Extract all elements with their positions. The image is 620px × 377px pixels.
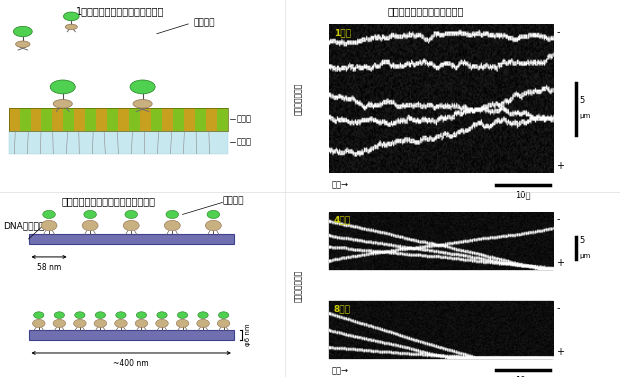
Circle shape (95, 312, 105, 319)
Text: +: + (556, 258, 564, 268)
Bar (53, 108, 63, 131)
Text: 5: 5 (580, 236, 585, 245)
Bar (42, 108, 53, 131)
Text: ~400 nm: ~400 nm (113, 359, 149, 368)
Text: 微小管上の変位: 微小管上の変位 (294, 83, 303, 115)
Bar (151, 108, 162, 131)
Text: -: - (556, 303, 560, 313)
Circle shape (33, 312, 44, 319)
Bar (9, 108, 228, 131)
Text: 複数分子のダイニン複合体の再構成: 複数分子のダイニン複合体の再構成 (61, 196, 156, 206)
Text: 微小管: 微小管 (237, 115, 252, 124)
Text: μm: μm (580, 253, 591, 259)
Ellipse shape (50, 80, 75, 94)
Ellipse shape (16, 41, 30, 48)
Ellipse shape (14, 26, 32, 37)
Circle shape (116, 312, 126, 319)
Bar (329, 213, 553, 270)
Circle shape (32, 319, 45, 328)
Circle shape (164, 220, 180, 231)
Bar (9, 131, 228, 154)
Text: 58 nm: 58 nm (37, 264, 61, 273)
Text: -: - (556, 27, 560, 37)
Bar (29, 234, 234, 244)
Circle shape (136, 312, 146, 319)
Circle shape (218, 312, 229, 319)
Ellipse shape (63, 12, 79, 21)
Circle shape (156, 319, 168, 328)
Circle shape (43, 210, 55, 219)
Text: -: - (556, 215, 560, 224)
Circle shape (177, 312, 188, 319)
Text: 運動の様子を表すキモグラフ: 運動の様子を表すキモグラフ (388, 6, 464, 16)
Text: ダイニン: ダイニン (223, 196, 244, 205)
Ellipse shape (133, 100, 152, 108)
Bar (329, 25, 553, 173)
Bar (329, 301, 553, 359)
Bar (130, 108, 140, 131)
Bar (63, 108, 74, 131)
Circle shape (135, 319, 148, 328)
Bar (118, 108, 130, 131)
Circle shape (74, 319, 86, 328)
Circle shape (207, 210, 219, 219)
Circle shape (84, 210, 96, 219)
Bar (217, 108, 228, 131)
Text: μm: μm (580, 113, 591, 120)
Text: 10秒: 10秒 (515, 190, 531, 199)
Text: 5: 5 (580, 97, 585, 106)
Text: 1分子: 1分子 (334, 28, 351, 37)
Ellipse shape (130, 80, 155, 94)
Circle shape (166, 210, 179, 219)
Circle shape (94, 319, 107, 328)
Bar (206, 108, 217, 131)
Bar (86, 108, 96, 131)
Text: 4分子: 4分子 (334, 215, 351, 224)
Circle shape (198, 312, 208, 319)
Circle shape (75, 312, 85, 319)
Circle shape (53, 319, 66, 328)
Text: 微小管上の変位: 微小管上の変位 (294, 270, 303, 302)
Text: 時間→: 時間→ (332, 181, 349, 190)
Bar (29, 330, 234, 340)
Bar (140, 108, 151, 131)
Text: ダイニン: ダイニン (194, 18, 215, 28)
Ellipse shape (53, 100, 73, 108)
Circle shape (205, 220, 221, 231)
Text: DNAオリガミ: DNAオリガミ (3, 221, 44, 230)
Circle shape (125, 210, 138, 219)
Circle shape (54, 312, 64, 319)
Bar (30, 108, 42, 131)
Bar (107, 108, 118, 131)
Circle shape (82, 220, 98, 231)
Bar (96, 108, 107, 131)
Bar (195, 108, 206, 131)
Circle shape (197, 319, 210, 328)
Text: 時間→: 時間→ (332, 366, 349, 375)
Bar (184, 108, 195, 131)
Text: +: + (556, 161, 564, 171)
Bar (9, 108, 20, 131)
Text: 1分子のダイニンの運動の模式図: 1分子のダイニンの運動の模式図 (76, 6, 164, 16)
Text: 10秒: 10秒 (515, 375, 531, 377)
Circle shape (41, 220, 57, 231)
Circle shape (115, 319, 127, 328)
Text: +: + (556, 347, 564, 357)
Bar (20, 108, 30, 131)
Circle shape (123, 220, 139, 231)
Text: φ6 nm: φ6 nm (246, 324, 251, 346)
Text: 8分子: 8分子 (334, 304, 351, 313)
Bar (74, 108, 86, 131)
Text: ガラス: ガラス (237, 138, 252, 147)
Bar (173, 108, 184, 131)
Bar (162, 108, 173, 131)
Circle shape (157, 312, 167, 319)
Circle shape (176, 319, 189, 328)
Ellipse shape (65, 24, 78, 30)
Circle shape (218, 319, 230, 328)
